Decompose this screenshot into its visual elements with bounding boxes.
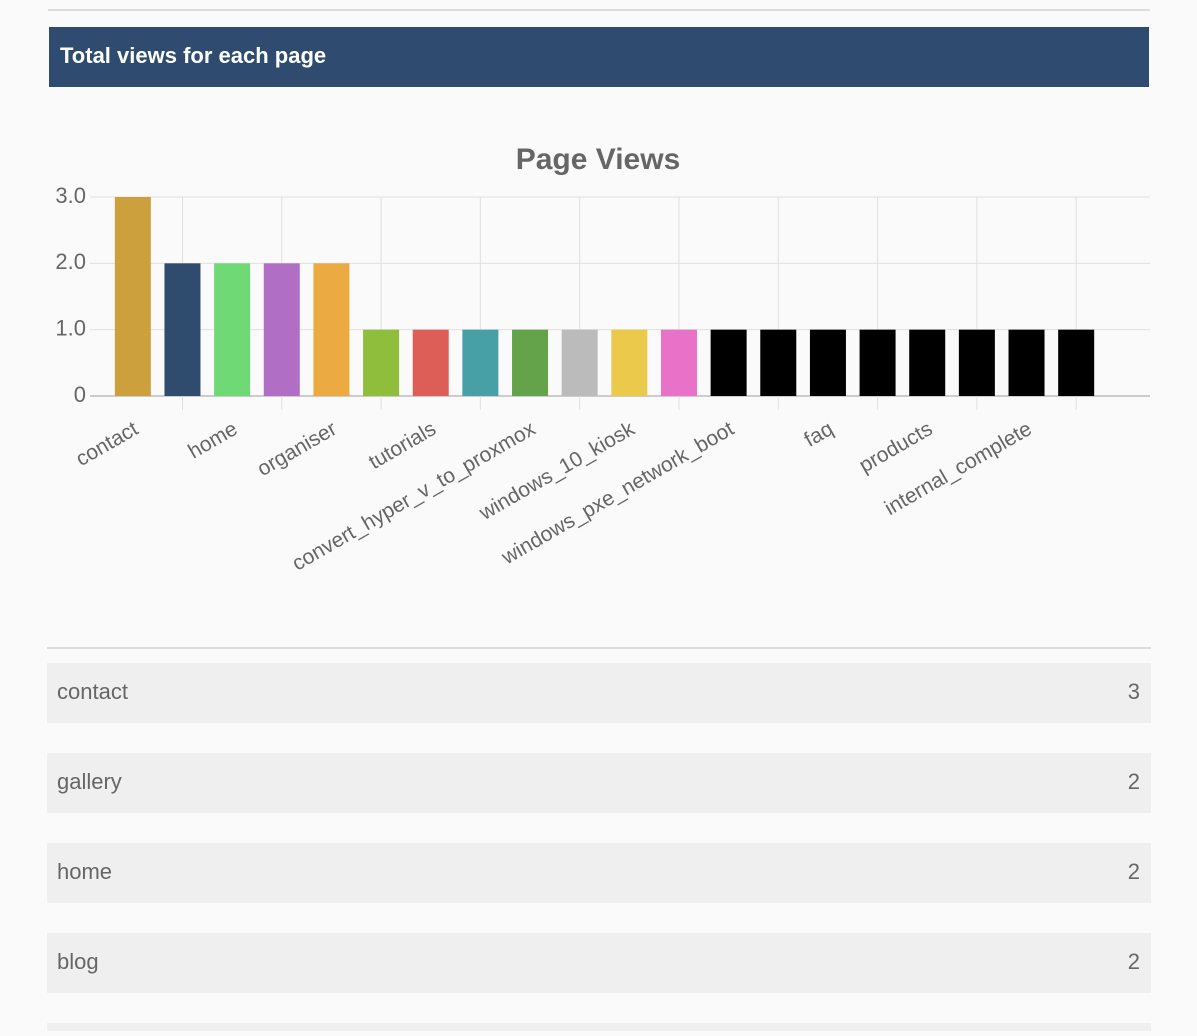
- bar: [214, 263, 251, 396]
- page-list: contact 3 gallery 2 home 2 blog 2: [47, 663, 1151, 1036]
- row-name: gallery: [57, 769, 122, 794]
- row-name: blog: [57, 949, 99, 974]
- list-row: [47, 843, 1151, 903]
- bar: [512, 329, 549, 396]
- row-count: 3: [1128, 679, 1140, 704]
- bar: [561, 329, 598, 396]
- chart-title: Page Views: [516, 143, 681, 176]
- list-row: [47, 933, 1151, 993]
- bar: [462, 329, 499, 396]
- bar: [114, 197, 151, 396]
- row-count: 2: [1128, 949, 1140, 974]
- bar: [263, 263, 300, 396]
- list-row: [47, 753, 1151, 813]
- bar: [1058, 329, 1095, 396]
- plot: contact home organiser tutorialsconvert_hyp…: [72, 197, 1095, 575]
- bar: [363, 329, 400, 396]
- bar: [958, 329, 995, 396]
- x-tick-label: organiser: [253, 417, 340, 481]
- bar: [909, 329, 946, 396]
- x-tick-label: tutorials: [365, 417, 440, 474]
- header-title: Total views for each page: [60, 43, 326, 68]
- row-name: home: [57, 859, 112, 884]
- bar: [412, 329, 449, 396]
- bar: [809, 329, 846, 396]
- y-tick-label: 2.0: [55, 249, 86, 274]
- bar: [1008, 329, 1045, 396]
- list-row: [47, 1023, 1151, 1036]
- bar: [611, 329, 648, 396]
- bar: [164, 263, 201, 396]
- row-name: contact: [57, 679, 128, 704]
- row-count: 2: [1128, 769, 1140, 794]
- bar: [710, 329, 747, 396]
- y-tick-label: 1.0: [55, 315, 86, 340]
- header-bar: [49, 27, 1149, 87]
- x-tick-label: contact: [72, 417, 142, 471]
- x-tick-label: products: [855, 417, 936, 477]
- bar: [760, 329, 797, 396]
- bar: [313, 263, 350, 396]
- y-tick-label: 3.0: [55, 183, 86, 208]
- x-tick-label: faq: [800, 417, 837, 452]
- x-tick-label: home: [184, 417, 241, 463]
- bar: [660, 329, 697, 396]
- bar: [859, 329, 896, 396]
- row-count: 2: [1128, 859, 1140, 884]
- list-row: [47, 663, 1151, 723]
- y-tick-label: 0: [74, 382, 86, 407]
